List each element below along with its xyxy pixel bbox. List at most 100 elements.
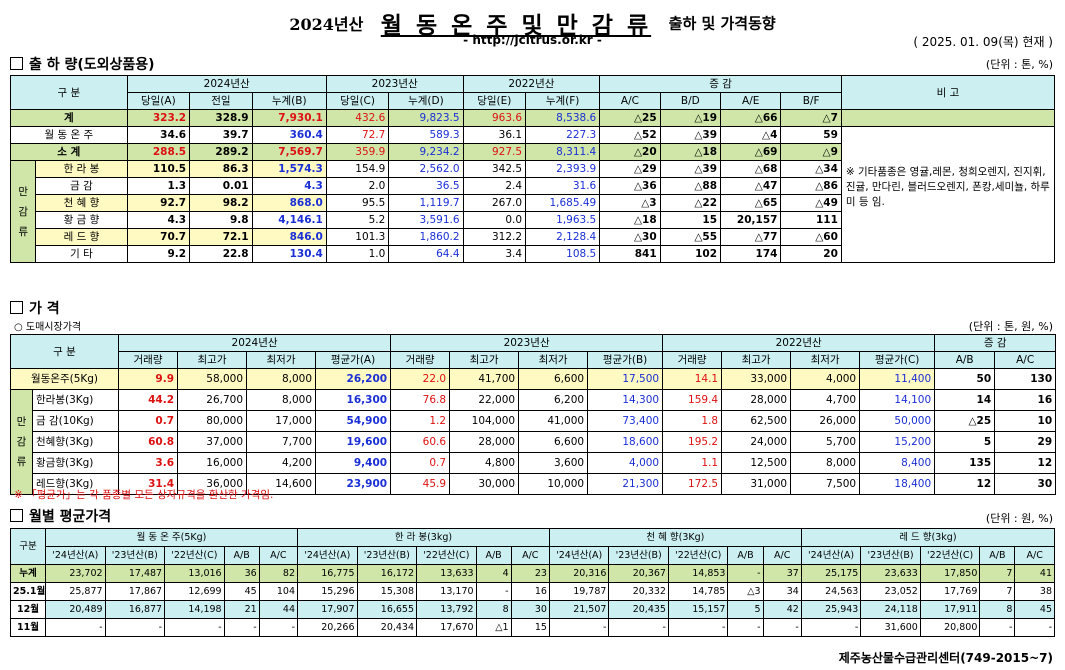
data-cell: 28,000: [449, 431, 520, 453]
shipment-table: 구 분 2024년산 2023년산 2022년산 증 감 비 고 당일(A) 전일…: [9, 75, 1056, 263]
data-cell: 5: [934, 431, 996, 453]
data-cell: -: [223, 618, 260, 637]
sub-header: A/C: [599, 92, 661, 110]
sub-header: 최고가: [177, 351, 248, 369]
site-url[interactable]: - http://jcitrus.or.kr -: [463, 33, 602, 47]
data-cell: 289.2: [189, 143, 253, 161]
data-cell: 19,787: [548, 582, 610, 601]
data-cell: 6,600: [518, 368, 589, 390]
data-cell: 72.1: [189, 228, 253, 246]
row-label: 11월: [9, 618, 47, 637]
data-cell: 60.6: [390, 431, 451, 453]
data-cell: 135: [934, 452, 996, 474]
data-cell: 8,000: [246, 389, 317, 411]
data-cell: 15,157: [667, 600, 729, 619]
sub-header: '22년산(C): [416, 546, 477, 565]
data-cell: 4,200: [246, 452, 317, 474]
data-cell: -: [104, 618, 166, 637]
data-cell: 26,700: [177, 389, 248, 411]
sub-header: 누계(D): [388, 92, 464, 110]
sub-header: 평균가(B): [587, 351, 664, 369]
data-cell: 41,000: [518, 410, 589, 432]
data-cell: △25: [934, 410, 996, 432]
data-cell: 0.01: [189, 177, 253, 195]
data-cell: 16: [510, 582, 550, 601]
data-cell: 20,800: [919, 618, 981, 637]
data-cell: 24,000: [721, 431, 792, 453]
monthly-section-title: 월별 평균가격: [10, 506, 111, 526]
data-cell: 44: [258, 600, 299, 619]
sub-header: 거래량: [118, 351, 179, 369]
data-cell: 25,175: [800, 564, 862, 583]
data-cell: 20,316: [548, 564, 610, 583]
shipment-section-title: 출 하 량(도외상품용): [10, 54, 155, 74]
data-cell: 34: [762, 582, 802, 601]
sub-header: A/B: [934, 351, 996, 369]
data-cell: 17,487: [104, 564, 166, 583]
sub-header: '23년산(B): [104, 546, 166, 565]
data-cell: 1,963.5: [525, 211, 601, 229]
data-cell: 195.2: [662, 431, 723, 453]
data-cell: 342.5: [462, 160, 527, 178]
data-cell: 7: [979, 582, 1016, 601]
data-cell: -: [667, 618, 729, 637]
data-cell: △18: [599, 211, 661, 229]
data-cell: 841: [599, 245, 661, 263]
sub-header: 평균가(C): [859, 351, 936, 369]
sub-header: 평균가(A): [315, 351, 392, 369]
data-cell: 20,367: [608, 564, 669, 583]
data-cell: 110.5: [126, 160, 191, 178]
data-cell: -: [45, 618, 106, 637]
data-cell: 17,907: [297, 600, 358, 619]
data-cell: -: [608, 618, 669, 637]
data-cell: 16,775: [297, 564, 358, 583]
data-cell: 37,000: [177, 431, 248, 453]
data-cell: 73,400: [587, 410, 664, 432]
data-cell: 7,700: [246, 431, 317, 453]
data-cell: 3,591.6: [388, 211, 464, 229]
mangamryu-side-label: 만 감 류: [10, 389, 33, 495]
data-cell: 589.3: [388, 126, 464, 144]
data-cell: -: [979, 618, 1016, 637]
data-cell: 36,000: [177, 473, 248, 495]
data-cell: 17,769: [919, 582, 981, 601]
row-label: 월 동 온 주: [10, 126, 128, 144]
sub-header: '22년산(C): [164, 546, 225, 565]
data-cell: 16,655: [356, 600, 418, 619]
data-cell: 7: [979, 564, 1016, 583]
data-cell: 22.0: [390, 368, 451, 390]
group-header: 한 라 봉(3kg): [297, 528, 550, 547]
sub-header: A/C: [1014, 546, 1055, 565]
data-cell: -: [727, 618, 764, 637]
group-header: 2022년산: [462, 75, 601, 93]
table-row: 만 감 류 한라봉(3Kg) 44.2 26,700 8,000 16,300 76.8 22…: [10, 389, 1057, 495]
data-cell: 26,000: [790, 410, 861, 432]
data-cell: △25: [599, 109, 661, 127]
shipment-unit: (단위 : 톤, %): [985, 58, 1053, 71]
table-row: 12월 20,489 16,877 14,198 21 44 17,907 16,655 13,…: [9, 600, 1055, 619]
data-cell: 72.7: [325, 126, 390, 144]
data-cell: 1.8: [662, 410, 723, 432]
data-cell: 111: [780, 211, 842, 229]
data-cell: 2,128.4: [525, 228, 601, 246]
data-cell: 0.0: [462, 211, 527, 229]
group-header: 증 감: [599, 75, 842, 93]
row-label: 금 감: [35, 177, 128, 195]
data-cell: 98.2: [189, 194, 253, 212]
data-cell: 18,400: [859, 473, 936, 495]
data-cell: 1.0: [325, 245, 390, 263]
data-cell: 174: [720, 245, 782, 263]
data-cell: △77: [720, 228, 782, 246]
data-cell: 360.4: [251, 126, 327, 144]
data-cell: 432.6: [325, 109, 390, 127]
data-cell: 76.8: [390, 389, 451, 411]
data-cell: 14,600: [246, 473, 317, 495]
sub-header: A/C: [994, 351, 1057, 369]
data-cell: 12,699: [164, 582, 225, 601]
data-cell: 12,500: [721, 452, 792, 474]
data-cell: 14,300: [587, 389, 664, 411]
data-cell: △39: [659, 126, 722, 144]
data-cell: 8,000: [790, 452, 861, 474]
data-cell: 2.4: [462, 177, 527, 195]
data-cell: 2,393.9: [525, 160, 601, 178]
